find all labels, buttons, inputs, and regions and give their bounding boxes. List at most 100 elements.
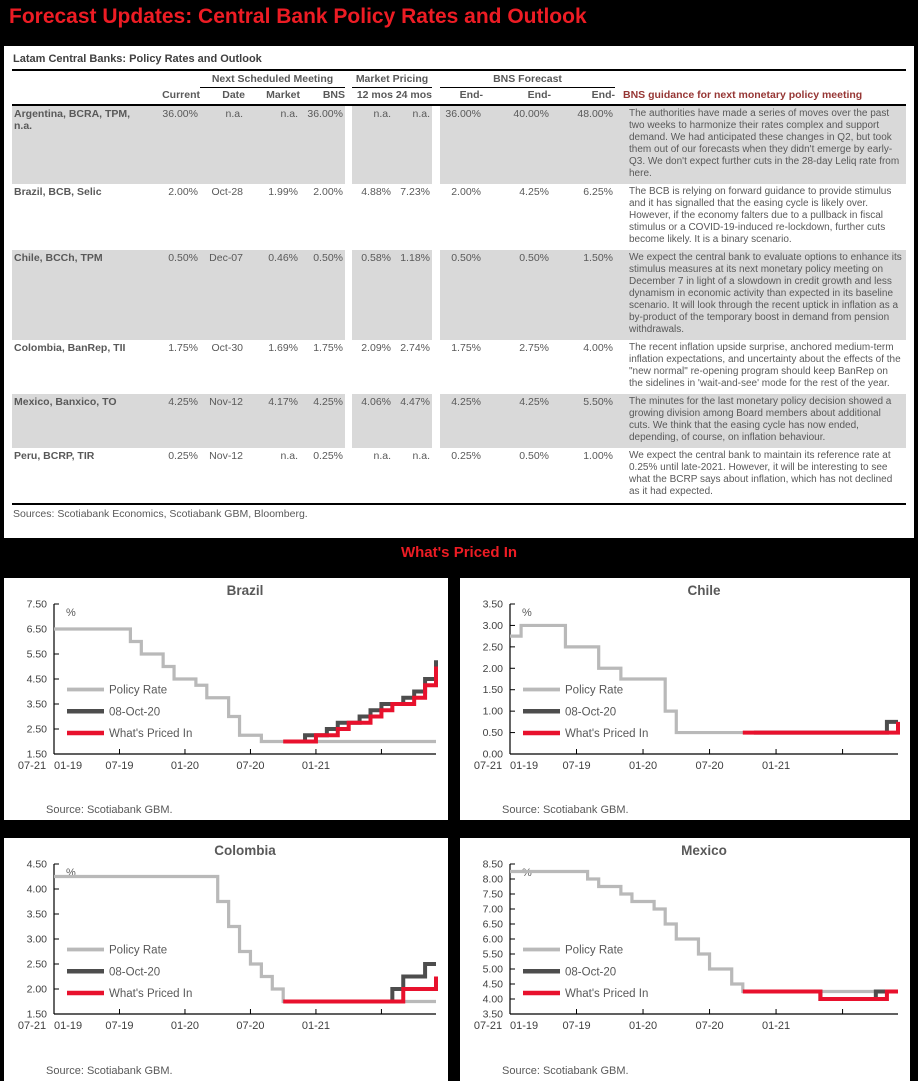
cell-num: 0.50% [300, 250, 345, 340]
y-tick-label: 3.00 [483, 620, 504, 632]
y-tick-label: 5.50 [27, 649, 48, 661]
y-tick-label: 2.50 [27, 959, 48, 971]
col-header-date: Date [222, 89, 245, 101]
x-tick-label: 07-20 [695, 1020, 723, 1032]
y-tick-label: 8.50 [483, 859, 504, 871]
y-axis-unit-label: % [522, 607, 532, 619]
cell-num: 7.23% [400, 186, 430, 198]
chart-panel-mexico: Mexico 8.50 8.00 7.50 7.00 6.50 6.00 5.50 5.00 4.… [460, 838, 910, 1081]
y-tick-label: 0.50 [483, 727, 504, 739]
y-tick-label: 6.00 [483, 934, 504, 946]
y-tick-label: 6.50 [483, 919, 504, 931]
x-tick-label: 07-21 [474, 760, 502, 772]
series-line-priced [283, 976, 438, 1004]
cell-num: Dec-07 [200, 250, 245, 340]
legend-label-priced: What's Priced In [565, 988, 648, 1000]
cell-num: Oct-30 [211, 342, 243, 354]
cell-num: Nov-12 [200, 394, 245, 448]
cell-num: Nov-12 [209, 450, 243, 462]
y-tick-label: 8.00 [483, 874, 504, 886]
rates-table-panel: Latam Central Banks: Policy Rates and Ou… [4, 46, 914, 538]
chart-source: Source: Scotiabank GBM. [502, 1065, 629, 1077]
chart-source: Source: Scotiabank GBM. [46, 1065, 173, 1077]
cell-num: 0.50% [483, 250, 551, 340]
legend-label-policy: Policy Rate [565, 685, 623, 697]
x-tick-label: 01-21 [302, 1020, 330, 1032]
x-tick-label: 07-19 [562, 760, 590, 772]
legend-label-priced: What's Priced In [565, 728, 648, 740]
cell-name: Argentina, BCRA, TPM, n.a. [12, 106, 135, 184]
chile-chart: Chile 3.50 3.00 2.50 2.00 1.50 1.00 0.50 0.00 01-… [474, 583, 900, 816]
y-tick-label: 4.50 [483, 979, 504, 991]
table-title: Latam Central Banks: Policy Rates and Ou… [12, 50, 906, 71]
cell-guid: The BCB is relying on forward guidance t… [629, 186, 892, 245]
cell-num: 0.25% [168, 450, 198, 462]
cell-num: 1.69% [268, 342, 298, 354]
cell-gap [432, 448, 440, 502]
cell-num: n.a. [200, 106, 245, 184]
cell-gap [345, 250, 352, 340]
table-row-peru: Peru, BCRP, TIR 0.25% Nov-12 n.a. 0.25% n.a. n… [12, 448, 906, 502]
x-tick-label: 01-20 [629, 760, 657, 772]
y-tick-label: 7.50 [483, 889, 504, 901]
cell-num: n.a. [352, 106, 393, 184]
y-tick-label: 2.50 [27, 724, 48, 736]
page-title: Forecast Updates: Central Bank Policy Ra… [9, 5, 587, 28]
cell-num: 36.00% [440, 106, 483, 184]
y-tick-label: 4.00 [27, 884, 48, 896]
x-tick-label: 07-19 [562, 1020, 590, 1032]
cell-num: 4.00% [583, 342, 613, 354]
x-tick-label: 01-21 [302, 760, 330, 772]
table-row-chile: Chile, BCCh, TPM 0.50% Dec-07 0.46% 0.50% 0.5… [12, 250, 906, 340]
cell-name: Brazil, BCB, Selic [14, 186, 102, 198]
cell-num: 0.58% [352, 250, 393, 340]
cell-name: Mexico, Banxico, TO [12, 394, 135, 448]
cell-num: 4.25% [483, 394, 551, 448]
cell-gap [432, 184, 440, 250]
col-header-24mos: 24 mos [395, 89, 432, 101]
col-header-market: Market [266, 89, 300, 101]
cell-num: 1.75% [313, 342, 343, 354]
x-tick-label: 07-21 [18, 1020, 46, 1032]
cell-num: 0.25% [451, 450, 481, 462]
cell-num: 0.50% [519, 450, 549, 462]
cell-num: 0.50% [440, 250, 483, 340]
x-tick-label: 07-20 [236, 760, 264, 772]
cell-num: 0.46% [245, 250, 300, 340]
y-tick-label: 1.50 [27, 1009, 48, 1021]
cell-num: 1.99% [268, 186, 298, 198]
x-tick-label: 01-20 [171, 760, 199, 772]
table-body: Argentina, BCRA, TPM, n.a. 36.00% n.a. n.a.… [12, 106, 906, 502]
cell-num: 6.25% [583, 186, 613, 198]
y-tick-label: 3.50 [27, 909, 48, 921]
chart-source: Source: Scotiabank GBM. [46, 804, 173, 816]
table-row-brazil: Brazil, BCB, Selic 2.00% Oct-28 1.99% 2.00% 4… [12, 184, 906, 250]
chart-source: Source: Scotiabank GBM. [502, 804, 629, 816]
y-tick-label: 3.50 [483, 599, 504, 611]
legend-label-policy: Policy Rate [109, 685, 167, 697]
x-tick-label: 01-20 [629, 1020, 657, 1032]
x-tick-label: 01-21 [762, 1020, 790, 1032]
legend-label-oct08: 08-Oct-20 [565, 966, 616, 978]
legend-label-priced: What's Priced In [109, 988, 192, 1000]
table-column-header-row: Current Date Market BNS 12 mos 24 mos En… [12, 88, 906, 106]
x-tick-label: 01-19 [54, 760, 82, 772]
legend-label-oct08: 08-Oct-20 [109, 706, 160, 718]
y-axis-unit-label: % [66, 607, 76, 619]
col-header-name [12, 89, 135, 101]
x-tick-label: 07-20 [695, 760, 723, 772]
cell-num: n.a. [373, 450, 391, 462]
group-header-market-pricing: Market Pricing [352, 73, 432, 88]
cell-num: 36.00% [300, 106, 345, 184]
cell-num: 2.00% [451, 186, 481, 198]
cell-num: 1.75% [168, 342, 198, 354]
series-line-policy [54, 874, 436, 1004]
x-tick-label: 01-19 [510, 1020, 538, 1032]
y-tick-label: 2.00 [27, 984, 48, 996]
col-header-bns: BNS [322, 89, 345, 101]
table-group-header-row: Next Scheduled Meeting Market Pricing BN… [12, 73, 906, 88]
x-tick-label: 07-19 [105, 1020, 133, 1032]
col-header-guidance: BNS guidance for next monetary policy me… [623, 89, 863, 101]
cell-num: 2.09% [361, 342, 391, 354]
col-header-12mos: 12 mos [356, 89, 393, 101]
